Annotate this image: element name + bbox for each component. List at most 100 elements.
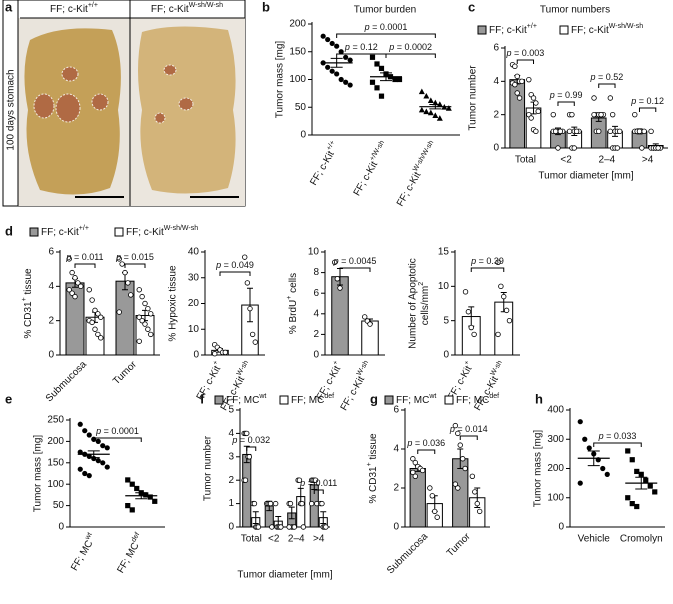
point	[412, 473, 419, 479]
point	[139, 293, 145, 300]
point	[641, 128, 647, 135]
point	[396, 76, 403, 83]
y-tick-label: 0	[193, 350, 199, 361]
p-value-part: p	[598, 431, 604, 441]
point	[596, 128, 602, 135]
point	[452, 481, 459, 487]
p-value: p = 0.036	[406, 438, 445, 448]
x-tick-label-part: W-sh	[236, 360, 250, 378]
point	[244, 430, 250, 437]
point	[89, 319, 95, 326]
point	[607, 95, 614, 101]
p-value-part: p	[589, 72, 595, 82]
point	[332, 259, 338, 265]
y-tick-label: 6	[48, 247, 54, 258]
point	[329, 68, 335, 74]
p-value-part: p	[406, 438, 412, 448]
point	[267, 500, 274, 507]
point	[427, 109, 434, 116]
p-value-part: = 0.99	[555, 90, 583, 100]
column-header-part: FF; c-Kit	[151, 4, 189, 15]
point	[145, 326, 151, 332]
point	[476, 508, 483, 515]
legend-label-part: FF; c-Kit	[126, 227, 164, 238]
point	[272, 500, 279, 507]
point	[634, 503, 640, 510]
point	[412, 459, 419, 466]
y-tick-label: 2	[493, 109, 499, 120]
significance-bracket	[339, 267, 371, 272]
x-tick-label-part: +/W-sh	[369, 140, 386, 163]
point	[86, 473, 92, 479]
p-value: p = 0.12	[344, 42, 378, 52]
point	[419, 467, 426, 474]
point	[119, 261, 125, 267]
y-tick-label: 0	[228, 522, 234, 533]
y-axis-label-part: tissue	[368, 433, 379, 462]
bar	[242, 453, 252, 528]
significance-bracket	[598, 83, 616, 88]
error-bar	[380, 72, 392, 82]
significance-bracket	[417, 449, 436, 454]
point	[591, 95, 597, 101]
y-tick-label: 0	[48, 350, 54, 361]
y-axis-label-part: +	[21, 297, 28, 301]
legend-label: FF; c-KitW-sh/W-sh	[571, 23, 643, 35]
y-axis-label: % Hypoxic tissue	[168, 265, 179, 342]
point	[269, 524, 275, 530]
p-value: p = 0.049	[215, 260, 254, 270]
point	[495, 331, 501, 338]
x-tick-label: Total	[241, 534, 262, 545]
point	[378, 93, 385, 99]
point	[552, 128, 559, 135]
y-axis-label-part: cells	[288, 273, 299, 296]
p-value-part: p	[95, 426, 101, 436]
point	[557, 128, 564, 135]
point	[648, 128, 654, 135]
point	[462, 465, 468, 472]
y-axis-label: Tumor number	[203, 435, 214, 501]
y-tick-label: 8	[313, 267, 319, 278]
point	[312, 477, 319, 483]
point	[92, 326, 98, 332]
y-tick-label: 5	[228, 405, 234, 416]
y-tick-label: 4	[393, 444, 399, 455]
y-tick-label: 4	[228, 428, 234, 439]
y-axis-label: Tumor mass [mg]	[533, 430, 544, 508]
point	[647, 483, 653, 489]
error-bar	[330, 57, 343, 68]
point	[72, 275, 78, 281]
x-tick-label: Total	[515, 155, 536, 166]
legend-label: FF; c-Kit+/+	[489, 23, 537, 35]
point	[526, 76, 532, 83]
y-axis-label-part: 2	[418, 282, 425, 286]
point	[614, 145, 621, 151]
y-tick-label: 2	[313, 329, 319, 340]
y-tick-label: 6	[313, 288, 319, 299]
p-value: p = 0.0002	[388, 42, 432, 52]
point	[98, 314, 104, 320]
point	[586, 445, 592, 451]
panel-label: f	[200, 391, 205, 406]
point	[535, 108, 541, 115]
point	[244, 280, 251, 286]
y-tick-label: 100	[289, 74, 306, 85]
point	[325, 64, 331, 70]
point	[152, 498, 158, 504]
y-tick-label: 400	[547, 405, 564, 416]
point	[471, 331, 477, 338]
error-bar	[87, 450, 100, 459]
y-tick-label: 200	[47, 436, 64, 447]
y-axis-label-part: +	[366, 462, 373, 466]
point	[148, 311, 154, 317]
point	[136, 314, 142, 320]
point	[512, 81, 518, 88]
p-value-part: p	[65, 252, 71, 262]
x-tick-label: Cromolyn	[620, 534, 663, 545]
column-header-part: W-sh/W-sh	[189, 2, 223, 9]
point	[222, 349, 228, 356]
p-value: p = 0.0045	[333, 256, 377, 266]
point	[468, 324, 474, 331]
p-value-part: = 0.12	[636, 96, 664, 106]
y-tick-label: 2	[48, 315, 54, 326]
